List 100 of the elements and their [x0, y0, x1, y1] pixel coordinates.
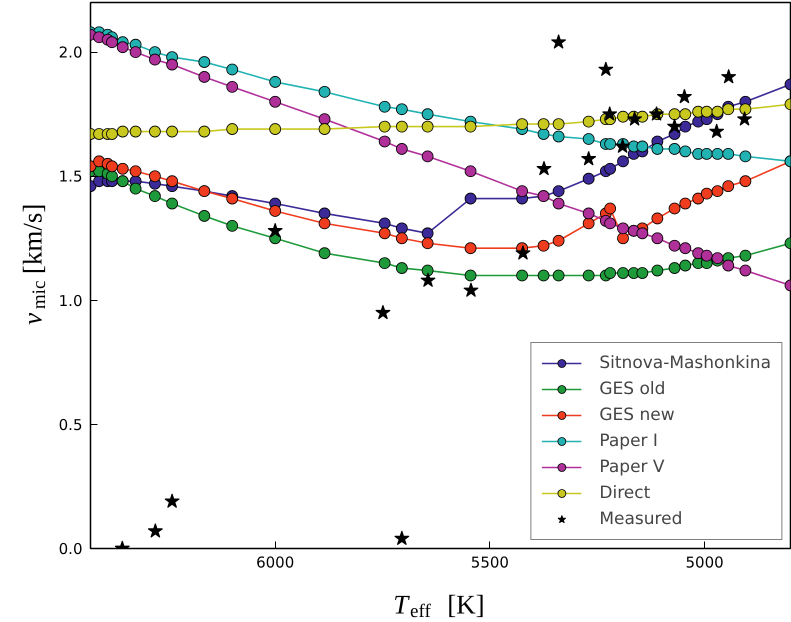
- legend-label: Measured: [599, 509, 682, 529]
- point: [394, 530, 410, 546]
- point: [130, 182, 142, 195]
- point: [198, 210, 210, 222]
- point: [602, 106, 618, 121]
- point: [668, 108, 680, 120]
- point: [149, 170, 161, 182]
- point: [636, 267, 648, 279]
- point: [679, 198, 692, 210]
- point: [422, 264, 434, 276]
- point: [378, 257, 391, 269]
- point: [116, 126, 129, 138]
- point: [552, 234, 564, 247]
- point: [536, 160, 552, 176]
- point: [666, 118, 682, 134]
- point: [709, 124, 724, 138]
- point: [700, 188, 713, 200]
- point: [712, 148, 724, 160]
- point: [636, 140, 648, 152]
- point: [396, 222, 408, 234]
- point: [318, 247, 330, 260]
- y-tick-label: 1.5: [58, 168, 83, 186]
- point: [700, 250, 713, 262]
- y-tick-label: 2.0: [58, 44, 83, 62]
- point: [166, 175, 178, 188]
- point: [722, 180, 734, 192]
- point: [617, 267, 629, 279]
- point: [116, 162, 129, 175]
- point: [516, 270, 528, 282]
- point: [149, 54, 161, 66]
- point: [552, 198, 564, 210]
- point: [226, 123, 238, 135]
- point: [582, 116, 595, 128]
- point: [318, 217, 330, 230]
- point: [700, 148, 713, 160]
- point: [226, 220, 238, 232]
- legend-label: GES old: [599, 379, 666, 399]
- point: [582, 270, 595, 282]
- point: [604, 267, 616, 279]
- point: [226, 64, 238, 76]
- point: [736, 111, 752, 126]
- point: [722, 148, 734, 160]
- point: [679, 242, 692, 254]
- point: [692, 192, 704, 204]
- point: [198, 126, 210, 138]
- point: [375, 304, 391, 320]
- point: [668, 143, 680, 155]
- point: [130, 46, 142, 58]
- point: [396, 143, 408, 155]
- point: [538, 128, 550, 140]
- point: [617, 110, 629, 123]
- point: [516, 185, 528, 198]
- legend-label: Paper I: [599, 431, 658, 451]
- point: [378, 120, 391, 132]
- point: [582, 133, 595, 145]
- point: [269, 205, 282, 217]
- x-tick-label: 5000: [686, 554, 724, 572]
- legend-label: GES new: [599, 405, 675, 425]
- point: [106, 160, 118, 172]
- point: [149, 190, 161, 202]
- point: [226, 192, 238, 204]
- point: [552, 130, 564, 142]
- point: [538, 240, 550, 252]
- point: [651, 143, 664, 155]
- point: [740, 250, 752, 262]
- point: [538, 270, 550, 282]
- point: [712, 185, 724, 198]
- point: [198, 71, 210, 83]
- point: [722, 103, 734, 116]
- point: [712, 252, 724, 264]
- point: [164, 493, 180, 508]
- point: [515, 245, 531, 260]
- legend-label: Paper V: [599, 457, 665, 477]
- point: [679, 146, 692, 158]
- point: [538, 118, 550, 130]
- point: [700, 106, 713, 118]
- point: [582, 172, 595, 185]
- point: [116, 41, 129, 54]
- point: [721, 68, 736, 84]
- point: [740, 103, 752, 116]
- point: [378, 217, 391, 230]
- point: [651, 212, 664, 224]
- point: [604, 202, 616, 214]
- y-tick-label: 0.5: [58, 416, 83, 434]
- point: [463, 282, 479, 297]
- point: [106, 170, 118, 182]
- point: [552, 185, 564, 198]
- point: [552, 118, 564, 130]
- point: [198, 56, 210, 68]
- point: [740, 150, 752, 162]
- point: [396, 232, 408, 244]
- point: [636, 227, 648, 240]
- point: [378, 100, 391, 113]
- point: [651, 264, 664, 276]
- point: [318, 123, 330, 135]
- point: [582, 217, 595, 230]
- point: [378, 227, 391, 240]
- point: [318, 208, 330, 220]
- point: [552, 270, 564, 282]
- point: [582, 208, 595, 220]
